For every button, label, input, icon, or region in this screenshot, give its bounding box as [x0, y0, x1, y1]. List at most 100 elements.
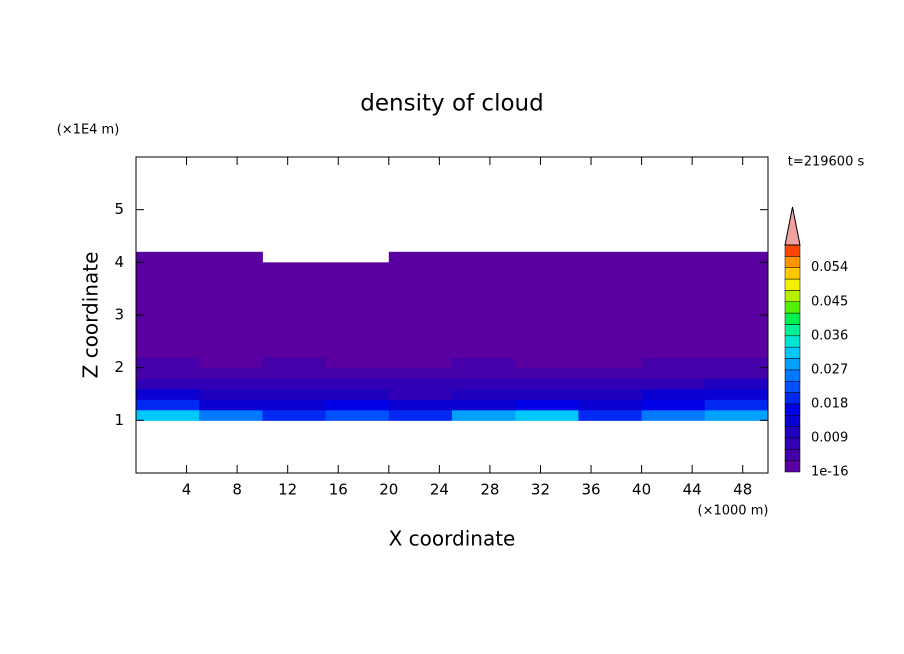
field-cell	[136, 399, 200, 411]
field-cell	[578, 272, 643, 284]
field-cell	[515, 409, 579, 421]
field-cell	[704, 283, 769, 295]
field-cell	[515, 315, 579, 327]
field-cell	[641, 367, 706, 379]
field-cell	[641, 399, 706, 411]
field-cell	[452, 315, 516, 327]
x-tick-label: 36	[581, 481, 600, 499]
field-cell	[136, 272, 200, 284]
field-cell	[515, 251, 579, 263]
field-cell	[641, 409, 706, 421]
field-cell	[325, 346, 390, 358]
field-cell	[325, 378, 390, 390]
field-cell	[641, 262, 706, 274]
field-cell	[641, 315, 706, 327]
field-cell	[641, 357, 706, 369]
field-cell	[641, 378, 706, 390]
field-cell	[199, 409, 263, 421]
field-cell	[452, 399, 516, 411]
y-tick-label: 2	[114, 358, 124, 376]
field-cell	[515, 304, 579, 316]
field-cell	[578, 283, 643, 295]
field-cell	[199, 388, 263, 400]
field-cell	[136, 336, 200, 348]
field-cell	[199, 336, 263, 348]
field-cell	[388, 399, 453, 411]
field-cell	[578, 378, 643, 390]
field-cell	[388, 304, 453, 316]
field-cell	[388, 262, 453, 274]
x-tick-label: 20	[379, 481, 398, 499]
field-cell	[641, 272, 706, 284]
field-cell	[452, 378, 516, 390]
y-tick-label: 5	[114, 200, 124, 218]
field-cell	[388, 409, 453, 421]
field-cell	[515, 336, 579, 348]
field-cell	[325, 262, 390, 274]
field-cell	[515, 262, 579, 274]
field-cell	[578, 346, 643, 358]
colorbar-band	[784, 437, 801, 450]
field-cell	[262, 325, 327, 337]
field-cell	[262, 304, 327, 316]
field-cell	[199, 378, 263, 390]
x-tick-label: 40	[632, 481, 651, 499]
field-cell	[325, 357, 390, 369]
field-cell	[262, 346, 327, 358]
colorbar-band	[784, 312, 801, 325]
field-cell	[578, 367, 643, 379]
field-cell	[388, 367, 453, 379]
field-cell	[388, 325, 453, 337]
field-cell	[578, 262, 643, 274]
field-cell	[704, 336, 769, 348]
field-cell	[136, 293, 200, 305]
colorbar-band	[784, 415, 801, 427]
field-cell	[452, 251, 516, 263]
colorbar-label: 0.054	[811, 260, 848, 275]
colorbar-label: 0.045	[811, 294, 848, 309]
field-cell	[704, 399, 769, 411]
field-cell	[262, 262, 327, 274]
x-axis-title: X coordinate	[389, 527, 516, 551]
colorbar-band	[784, 403, 801, 416]
field-cell	[515, 388, 579, 400]
field-cell	[704, 357, 769, 369]
colorbar-band	[784, 335, 801, 348]
y-tick-label: 4	[114, 253, 124, 271]
colorbar-label: 0.009	[811, 430, 848, 445]
field-cell	[262, 272, 327, 284]
field-cell	[578, 304, 643, 316]
field-cell	[199, 357, 263, 369]
colorbar-band	[784, 426, 801, 439]
field-cell	[325, 315, 390, 327]
field-cell	[262, 378, 327, 390]
field-cell	[136, 367, 200, 379]
field-cell	[704, 293, 769, 305]
field-cell	[262, 399, 327, 411]
field-cell	[199, 251, 263, 263]
colorbar-band	[784, 369, 801, 382]
field-cell	[262, 409, 327, 421]
x-tick-label: 48	[733, 481, 752, 499]
field-cell	[388, 357, 453, 369]
colorbar-band	[784, 449, 801, 461]
colorbar-band	[784, 301, 801, 314]
x-unit: (×1000 m)	[698, 504, 769, 519]
field-cell	[325, 283, 390, 295]
field-cell	[452, 283, 516, 295]
field-cell	[136, 304, 200, 316]
field-cell	[199, 346, 263, 358]
field-cell	[388, 272, 453, 284]
field-cell	[452, 409, 516, 421]
field-cell	[325, 304, 390, 316]
colorbar-label: 0.018	[811, 396, 848, 411]
field-cell	[641, 336, 706, 348]
field-cell	[136, 251, 200, 263]
field-cell	[515, 367, 579, 379]
field-cell	[641, 346, 706, 358]
field-cell	[388, 346, 453, 358]
colorbar-band	[784, 267, 801, 280]
field-cell	[578, 293, 643, 305]
y-tick-label: 1	[114, 411, 124, 429]
field-cell	[641, 283, 706, 295]
